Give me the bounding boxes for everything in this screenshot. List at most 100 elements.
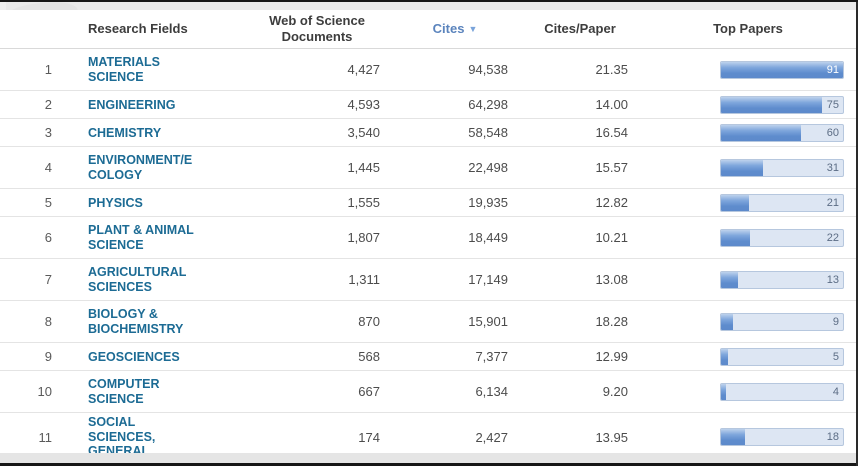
bar-fill <box>721 124 802 141</box>
documents-value: 1,445 <box>347 160 380 175</box>
top-papers-bar: 18 <box>720 428 844 446</box>
rank-value: 8 <box>44 314 52 329</box>
sort-descending-icon[interactable]: ▼ <box>468 23 478 34</box>
documents-value: 1,555 <box>347 195 380 210</box>
bar-fill <box>721 96 822 113</box>
cites-per-paper-value: 12.99 <box>595 349 628 364</box>
documents-value: 4,593 <box>347 97 380 112</box>
top-papers-bar: 21 <box>720 193 844 212</box>
table-header-row: Research Fields Web of Science Documents… <box>0 10 856 49</box>
documents-value: 174 <box>358 429 380 445</box>
rank-value: 5 <box>44 195 52 210</box>
cites-value: 2,427 <box>475 429 508 445</box>
cites-per-paper-value: 13.95 <box>595 429 628 445</box>
bar-fill <box>721 429 746 445</box>
cites-value: 17,149 <box>468 272 508 287</box>
bar-fill <box>721 313 734 330</box>
top-papers-value: 91 <box>826 63 839 76</box>
top-papers-value: 21 <box>826 196 839 209</box>
cites-per-paper-value: 9.20 <box>602 384 628 399</box>
cites-per-paper-value: 14.00 <box>595 97 628 112</box>
field-link[interactable]: ENGINEERING <box>88 97 176 112</box>
bottom-strip <box>0 453 856 466</box>
top-papers-value: 22 <box>826 231 839 244</box>
cites-value: 58,548 <box>468 125 508 140</box>
field-link[interactable]: ENVIRONMENT/E COLOGY <box>88 153 193 182</box>
cites-value: 94,538 <box>468 62 508 77</box>
top-papers-value: 31 <box>826 161 839 174</box>
bar-fill <box>721 348 728 365</box>
table-row: 7 AGRICULTURAL SCIENCES 1,311 17,149 13.… <box>0 259 856 301</box>
table-row: 8 BIOLOGY & BIOCHEMISTRY 870 15,901 18.2… <box>0 301 856 343</box>
rank-value: 7 <box>44 272 52 287</box>
cites-value: 19,935 <box>468 195 508 210</box>
table-row: 2 ENGINEERING 4,593 64,298 14.00 75 <box>0 91 856 119</box>
documents-value: 4,427 <box>347 62 380 77</box>
top-papers-bar: 91 <box>720 60 844 79</box>
field-link[interactable]: MATERIALS SCIENCE <box>88 55 160 84</box>
field-link[interactable]: GEOSCIENCES <box>88 349 180 364</box>
cites-value: 64,298 <box>468 97 508 112</box>
cites-per-paper-value: 12.82 <box>595 195 628 210</box>
bar-fill <box>721 271 739 288</box>
cites-per-paper-column-header[interactable]: Cites/Paper <box>544 21 616 37</box>
cites-value: 18,449 <box>468 230 508 245</box>
field-link[interactable]: COMPUTER SCIENCE <box>88 377 160 406</box>
top-papers-column-header[interactable]: Top Papers <box>713 21 783 37</box>
table-row: 4 ENVIRONMENT/E COLOGY 1,445 22,498 15.5… <box>0 147 856 189</box>
rank-value: 6 <box>44 230 52 245</box>
top-papers-bar: 75 <box>720 95 844 114</box>
bar-fill <box>721 159 763 176</box>
rank-value: 1 <box>44 62 52 77</box>
cites-per-paper-value: 15.57 <box>595 160 628 175</box>
documents-column-header[interactable]: Web of Science Documents <box>269 13 365 44</box>
top-papers-value: 4 <box>832 385 839 398</box>
cites-value: 7,377 <box>475 349 508 364</box>
bar-fill <box>721 61 843 78</box>
top-papers-value: 13 <box>826 273 839 286</box>
top-papers-value: 75 <box>826 98 839 111</box>
top-papers-value: 9 <box>832 315 839 328</box>
documents-value: 870 <box>358 314 380 329</box>
field-link[interactable]: PLANT & ANIMAL SCIENCE <box>88 223 194 252</box>
documents-value: 667 <box>358 384 380 399</box>
research-fields-column-header[interactable]: Research Fields <box>88 21 188 37</box>
documents-value: 1,311 <box>348 272 380 287</box>
field-link[interactable]: CHEMISTRY <box>88 125 162 140</box>
field-link[interactable]: AGRICULTURAL SCIENCES <box>88 265 187 294</box>
documents-value: 568 <box>358 349 380 364</box>
table-row: 6 PLANT & ANIMAL SCIENCE 1,807 18,449 10… <box>0 217 856 259</box>
rank-value: 4 <box>44 160 52 175</box>
top-papers-bar: 31 <box>720 158 844 177</box>
rank-value: 3 <box>44 125 52 140</box>
cites-per-paper-value: 16.54 <box>595 125 628 140</box>
documents-value: 1,807 <box>347 230 380 245</box>
data-table: Research Fields Web of Science Documents… <box>0 10 856 462</box>
cites-per-paper-value: 13.08 <box>595 272 628 287</box>
table-row: 3 CHEMISTRY 3,540 58,548 16.54 60 <box>0 119 856 147</box>
top-papers-value: 18 <box>826 431 839 443</box>
rank-value: 11 <box>38 429 53 445</box>
cites-per-paper-value: 21.35 <box>595 62 628 77</box>
rank-value: 2 <box>44 97 52 112</box>
cites-value: 22,498 <box>468 160 508 175</box>
rank-value: 10 <box>37 384 52 399</box>
top-papers-bar: 60 <box>720 123 844 142</box>
cites-column-header[interactable]: Cites ▼ <box>390 21 520 37</box>
top-papers-value: 5 <box>832 350 839 363</box>
field-link[interactable]: BIOLOGY & BIOCHEMISTRY <box>88 307 184 336</box>
field-link[interactable]: PHYSICS <box>88 195 143 210</box>
cites-per-paper-value: 10.21 <box>595 230 628 245</box>
rank-value: 9 <box>44 349 52 364</box>
bar-fill <box>721 194 750 211</box>
table-row: 5 PHYSICS 1,555 19,935 12.82 21 <box>0 189 856 217</box>
cites-per-paper-value: 18.28 <box>595 314 628 329</box>
top-papers-value: 60 <box>826 126 839 139</box>
bar-fill <box>721 229 751 246</box>
cites-header-label[interactable]: Cites <box>432 21 465 37</box>
table-row: 9 GEOSCIENCES 568 7,377 12.99 5 <box>0 343 856 371</box>
top-papers-bar: 4 <box>720 382 844 401</box>
top-papers-bar: 13 <box>720 270 844 289</box>
cites-value: 15,901 <box>468 314 508 329</box>
